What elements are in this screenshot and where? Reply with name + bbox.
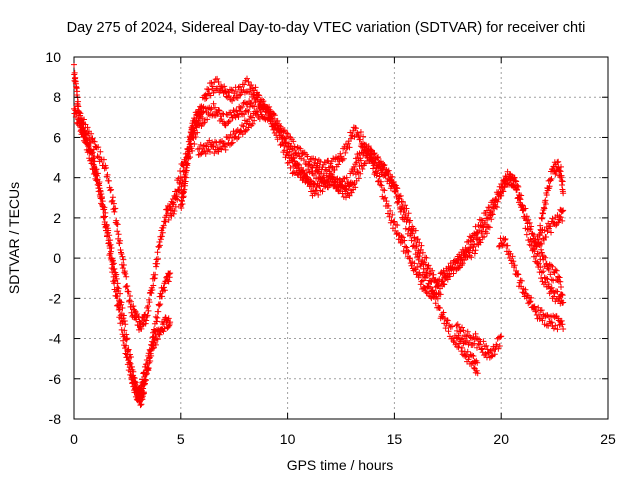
data-markers <box>71 61 567 409</box>
series-track-c <box>77 110 171 333</box>
y-tick-label: 4 <box>53 170 61 186</box>
marker-path <box>164 91 567 307</box>
y-axis-ticks: -8 -6 -4 -2 0 2 4 6 8 10 <box>45 49 608 427</box>
y-tick-label: -2 <box>49 290 62 306</box>
marker-path <box>453 321 505 361</box>
x-tick-label: 0 <box>70 431 78 447</box>
plot-frame <box>73 56 609 420</box>
series-track-h <box>496 235 567 333</box>
series-track-k <box>530 206 567 253</box>
y-tick-label: -4 <box>49 331 62 347</box>
marker-path <box>77 110 171 333</box>
x-tick-label: 20 <box>493 431 509 447</box>
marker-path <box>71 105 174 409</box>
series-track-g <box>453 321 505 361</box>
series-track-a <box>71 61 174 404</box>
x-axis-ticks: 0 5 10 15 20 25 <box>70 57 616 447</box>
y-axis-label: SDTVAR / TECUs <box>6 182 22 294</box>
series-track-e <box>167 75 565 302</box>
y-tick-label: 0 <box>53 250 61 266</box>
y-tick-label: 6 <box>53 129 61 145</box>
series-track-b <box>71 105 174 409</box>
x-tick-label: 15 <box>387 431 403 447</box>
marker-path <box>177 104 206 211</box>
y-tick-label: 2 <box>53 210 61 226</box>
y-tick-label: -6 <box>49 371 62 387</box>
x-tick-label: 5 <box>177 431 185 447</box>
series-track-d <box>164 91 567 307</box>
grid-lines <box>74 57 608 419</box>
marker-path <box>530 206 567 253</box>
x-tick-label: 25 <box>600 431 616 447</box>
chart-title: Day 275 of 2024, Sidereal Day-to-day VTE… <box>67 20 586 36</box>
marker-path <box>194 103 481 377</box>
marker-path <box>496 235 567 333</box>
x-axis-label: GPS time / hours <box>287 457 394 473</box>
marker-path <box>167 75 565 302</box>
x-tick-label: 10 <box>280 431 296 447</box>
y-tick-label: 8 <box>53 89 61 105</box>
series-track-j <box>177 104 206 211</box>
marker-path <box>71 61 174 404</box>
series-track-f <box>194 103 481 377</box>
y-tick-label: -8 <box>49 411 62 427</box>
y-tick-label: 10 <box>45 49 61 65</box>
